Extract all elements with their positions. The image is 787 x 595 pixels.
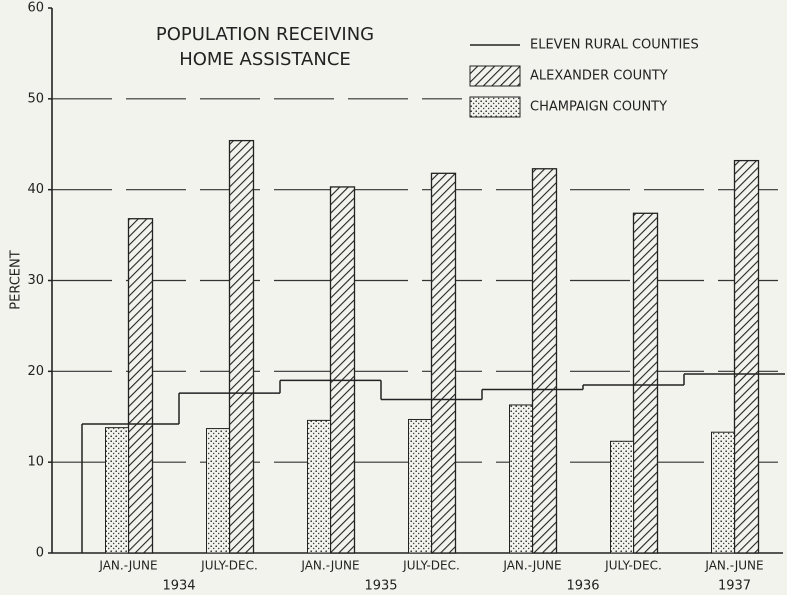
- y-tick-label: 10: [27, 455, 44, 470]
- y-tick-label: 50: [27, 91, 44, 106]
- x-tick-label: JULY-DEC.: [402, 559, 460, 573]
- bar: [430, 172, 457, 554]
- bar: [610, 440, 634, 554]
- bar: [329, 186, 356, 554]
- legend-swatch: [469, 96, 521, 118]
- x-tick-label: JULY-DEC.: [200, 559, 258, 573]
- year-label: 1934: [162, 579, 195, 594]
- legend: ELEVEN RURAL COUNTIES ALEXANDER COUNTY CHA…: [462, 28, 781, 126]
- year-label: 1935: [364, 579, 397, 594]
- y-tick-label: 20: [27, 364, 44, 379]
- legend-swatch: [469, 65, 521, 87]
- bar: [105, 427, 129, 554]
- bar: [307, 419, 331, 554]
- x-tick-label: JAN.-JUNE: [300, 559, 359, 573]
- bar: [408, 418, 432, 554]
- title: POPULATION RECEIVING HOME ASSISTANCE: [156, 24, 374, 70]
- bar: [531, 168, 558, 554]
- x-tick-label: JAN.-JUNE: [98, 559, 157, 573]
- x-tick-label: JAN.-JUNE: [502, 559, 561, 573]
- bar: [711, 431, 735, 554]
- y-tick-label: 40: [27, 182, 44, 197]
- bar: [733, 159, 760, 554]
- legend-label: ALEXANDER COUNTY: [530, 69, 668, 84]
- bar: [127, 218, 154, 554]
- year-label: 1936: [566, 579, 599, 594]
- y-tick-label: 60: [27, 1, 44, 16]
- bar: [632, 212, 659, 554]
- bar: [509, 404, 533, 554]
- x-tick-label: JULY-DEC.: [604, 559, 662, 573]
- bar: [206, 428, 230, 554]
- y-tick-label: 30: [27, 273, 44, 288]
- x-tick-label: JAN.-JUNE: [704, 559, 763, 573]
- legend-label: CHAMPAIGN COUNTY: [530, 100, 667, 115]
- title-line: HOME ASSISTANCE: [179, 49, 351, 70]
- legend-label: ELEVEN RURAL COUNTIES: [530, 38, 699, 53]
- bar: [228, 139, 255, 554]
- y-tick-label: 0: [36, 546, 44, 561]
- y-axis-label: PERCENT: [9, 250, 24, 309]
- title-line: POPULATION RECEIVING: [156, 24, 374, 45]
- year-label: 1937: [718, 579, 751, 594]
